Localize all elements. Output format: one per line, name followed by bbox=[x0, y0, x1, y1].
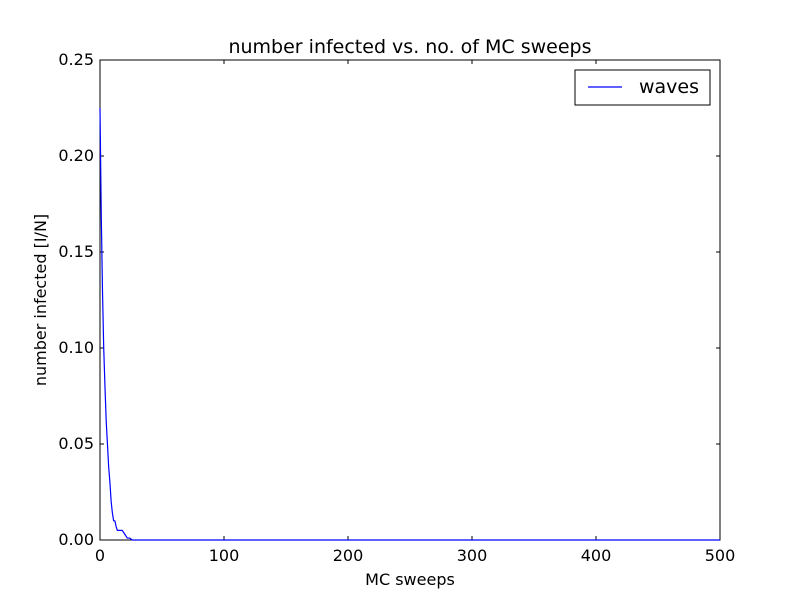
x-tick-label: 0 bbox=[95, 546, 105, 565]
x-tick-label: 300 bbox=[457, 546, 488, 565]
axis-ticks: 0 100 200 300 400 500 0.00 0.05 0.10 0.15 0.20 0.25 bbox=[58, 50, 735, 565]
y-tick-label: 0.05 bbox=[58, 434, 94, 453]
chart-title: number infected vs. no. of MC sweeps bbox=[228, 36, 591, 58]
legend-box bbox=[574, 69, 711, 106]
plot-frame bbox=[99, 59, 721, 541]
y-axis-title: number infected [I/N] bbox=[31, 214, 50, 386]
plot-area: 0 100 200 300 400 500 0.00 0.05 0.10 0.15 0.20 0.25 bbox=[58, 50, 735, 565]
x-tick-label: 500 bbox=[705, 546, 736, 565]
series-line-waves bbox=[99, 107, 720, 541]
x-tick-label: 100 bbox=[209, 546, 240, 565]
y-tick-label: 0.15 bbox=[58, 242, 94, 261]
y-tick-label: 0.10 bbox=[58, 338, 94, 357]
y-tick-label: 0.00 bbox=[58, 530, 94, 549]
y-tick-label: 0.25 bbox=[58, 50, 94, 69]
legend: waves bbox=[574, 69, 711, 106]
x-axis-title: MC sweeps bbox=[365, 570, 455, 589]
x-tick-label: 400 bbox=[581, 546, 612, 565]
x-tick-label: 200 bbox=[333, 546, 364, 565]
series-group bbox=[99, 107, 720, 541]
legend-label-waves: waves bbox=[639, 76, 699, 98]
y-tick-label: 0.20 bbox=[58, 146, 94, 165]
